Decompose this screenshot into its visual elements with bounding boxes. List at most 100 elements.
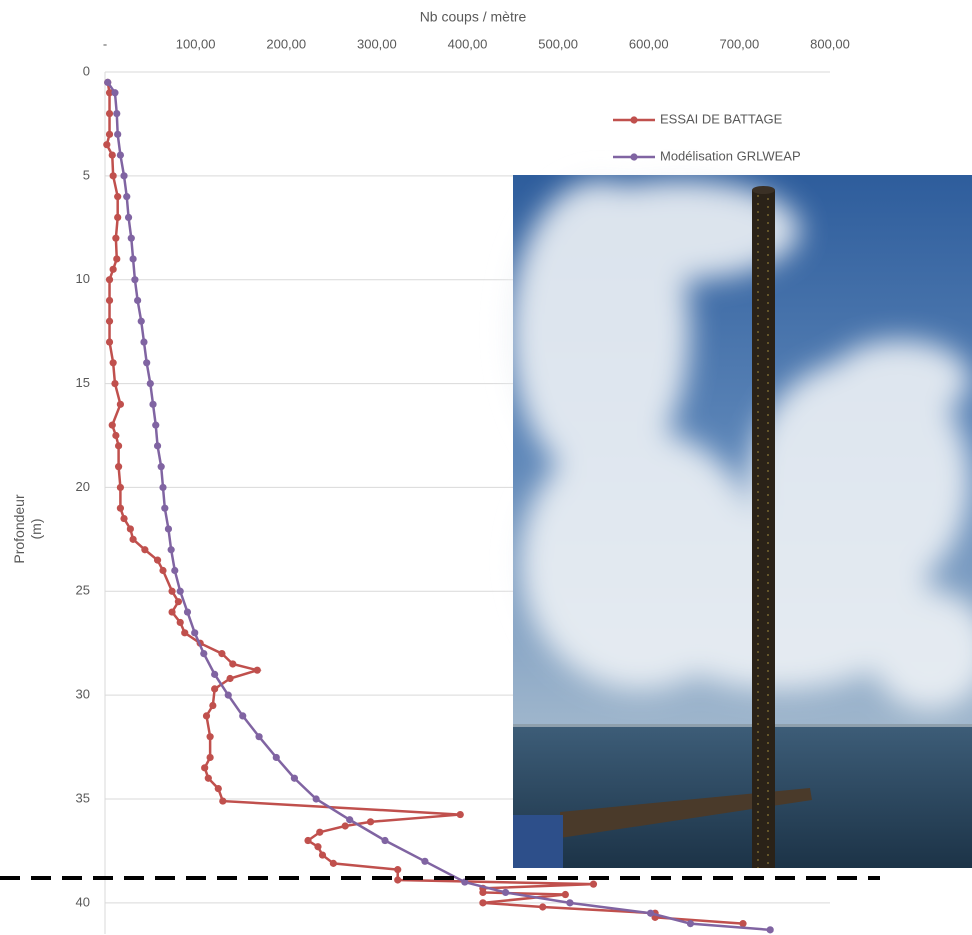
data-point [219, 797, 226, 804]
page: Nb coups / mètre -100,00200,00300,00400,… [0, 0, 972, 935]
data-point [159, 567, 166, 574]
x-tick-label: - [103, 36, 107, 51]
x-tick-label: 100,00 [176, 36, 216, 51]
data-point [147, 380, 154, 387]
legend-label: ESSAI DE BATTAGE [660, 111, 783, 126]
data-point [159, 484, 166, 491]
data-point [125, 214, 132, 221]
data-point [562, 891, 569, 898]
data-point [184, 608, 191, 615]
chart: Nb coups / mètre -100,00200,00300,00400,… [0, 0, 972, 935]
data-point [120, 515, 127, 522]
data-point [566, 899, 573, 906]
data-point [114, 214, 121, 221]
data-point [767, 926, 774, 933]
data-point [149, 401, 156, 408]
data-point [112, 235, 119, 242]
data-point [168, 588, 175, 595]
data-point [181, 629, 188, 636]
legend-marker [630, 153, 637, 160]
data-point [114, 193, 121, 200]
photo [510, 175, 972, 868]
data-point [158, 463, 165, 470]
data-point [117, 505, 124, 512]
data-point [152, 422, 159, 429]
data-point [739, 920, 746, 927]
data-point [113, 110, 120, 117]
data-point [304, 837, 311, 844]
data-point [106, 276, 113, 283]
data-point [168, 546, 175, 553]
data-point [254, 667, 261, 674]
y-tick-label: 30 [76, 687, 90, 702]
y-tick-label: 40 [76, 894, 90, 909]
x-tick-label: 300,00 [357, 36, 397, 51]
data-point [205, 775, 212, 782]
data-point [647, 910, 654, 917]
data-point [161, 505, 168, 512]
data-point [103, 141, 110, 148]
x-tick-label: 800,00 [810, 36, 850, 51]
data-point [479, 889, 486, 896]
data-point [110, 359, 117, 366]
y-tick-label: 15 [76, 375, 90, 390]
data-point [154, 557, 161, 564]
x-tick-label: 600,00 [629, 36, 669, 51]
data-point [239, 712, 246, 719]
data-point [123, 193, 130, 200]
data-point [127, 525, 134, 532]
data-point [273, 754, 280, 761]
y-tick-label: 20 [76, 479, 90, 494]
x-tick-label: 200,00 [266, 36, 306, 51]
data-point [203, 712, 210, 719]
legend-marker [630, 116, 637, 123]
data-point [110, 266, 117, 273]
data-point [342, 822, 349, 829]
data-point [457, 811, 464, 818]
data-point [165, 525, 172, 532]
data-point [381, 837, 388, 844]
data-point [215, 785, 222, 792]
data-point [128, 235, 135, 242]
data-point [394, 876, 401, 883]
x-axis-title: Nb coups / mètre [420, 9, 527, 25]
y-tick-label: 25 [76, 583, 90, 598]
x-tick-label: 500,00 [538, 36, 578, 51]
data-point [479, 899, 486, 906]
data-point [226, 675, 233, 682]
data-point [225, 692, 232, 699]
data-point [394, 866, 401, 873]
y-tick-label: 35 [76, 790, 90, 805]
y-tick-label: 5 [83, 167, 90, 182]
data-point [106, 131, 113, 138]
data-point [109, 151, 116, 158]
data-point [117, 401, 124, 408]
data-point [143, 359, 150, 366]
data-point [175, 598, 182, 605]
data-point [114, 131, 121, 138]
legend-label: Modélisation GRLWEAP [660, 148, 801, 163]
data-point [111, 380, 118, 387]
data-point [104, 79, 111, 86]
data-point [106, 338, 113, 345]
data-point [211, 685, 218, 692]
data-point [177, 588, 184, 595]
data-point [346, 816, 353, 823]
y-tick-label: 10 [76, 271, 90, 286]
data-point [115, 442, 122, 449]
data-point [314, 843, 321, 850]
data-point [367, 818, 374, 825]
data-point [687, 920, 694, 927]
data-point [120, 172, 127, 179]
data-point [229, 660, 236, 667]
data-point [131, 276, 138, 283]
data-point [106, 110, 113, 117]
data-point [218, 650, 225, 657]
data-point [590, 881, 597, 888]
legend: ESSAI DE BATTAGE Modélisation GRLWEAP [613, 111, 801, 163]
data-point [113, 255, 120, 262]
data-point [207, 733, 214, 740]
data-point [177, 619, 184, 626]
data-point [209, 702, 216, 709]
data-point [112, 432, 119, 439]
